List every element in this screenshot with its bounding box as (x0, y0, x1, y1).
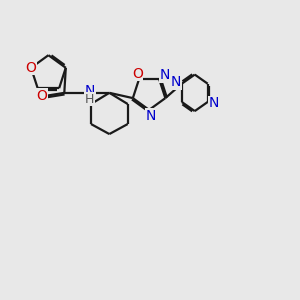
Text: N: N (84, 84, 95, 98)
Text: O: O (36, 89, 47, 103)
Text: N: N (159, 68, 170, 83)
Text: N: N (146, 109, 156, 123)
Text: O: O (132, 67, 143, 81)
Text: N: N (208, 96, 219, 110)
Text: O: O (26, 61, 37, 75)
Text: H: H (85, 93, 94, 106)
Text: N: N (171, 75, 181, 89)
